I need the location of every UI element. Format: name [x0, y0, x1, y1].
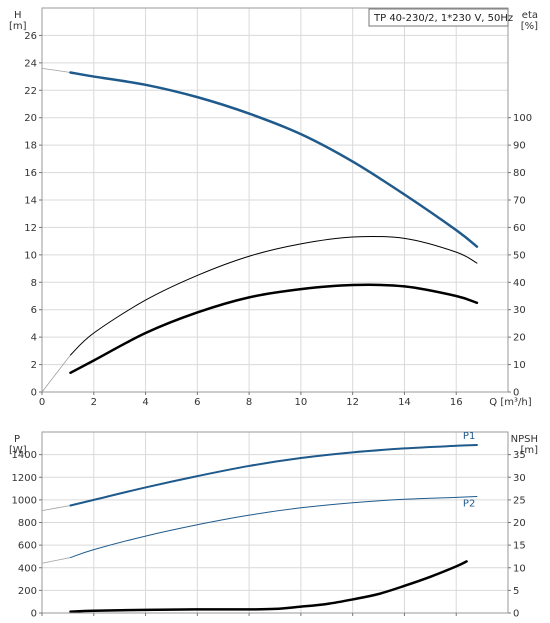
y-left-tick-label: 16: [24, 168, 37, 179]
y-left-tick-label: 26: [24, 31, 37, 42]
y-right-tick-label: 0: [513, 388, 519, 399]
y-right-tick-label: 40: [513, 278, 526, 289]
y-right-tick-label: 50: [513, 250, 526, 261]
y-left-tick-label: 1400: [12, 450, 37, 461]
y-left-tick-label: 20: [24, 113, 37, 124]
y-right-axis-label: NPSH: [511, 434, 538, 445]
frame-layer: [39, 7, 511, 616]
x-tick-label: 4: [142, 397, 148, 408]
y-right-tick-label: 70: [513, 196, 526, 207]
series-extrapolation-line: [41, 505, 71, 512]
y-right-tick-label: 90: [513, 141, 526, 152]
y-right-tick-label: 0: [513, 609, 519, 620]
series-line-p1: [69, 444, 478, 507]
series-label-p1: P1: [463, 431, 475, 442]
x-tick-label: 14: [398, 397, 411, 408]
x-tick-label: 10: [295, 397, 308, 408]
y-right-tick-label: 20: [513, 333, 526, 344]
series-line-1-2: [69, 560, 468, 613]
title-box: [368, 8, 509, 27]
y-left-tick-label: 800: [18, 518, 37, 529]
x-tick-label: 0: [39, 397, 45, 408]
y-left-tick-label: 200: [18, 586, 37, 597]
y-right-axis-unit: [%]: [521, 21, 538, 32]
y-left-tick-label: 22: [24, 86, 37, 97]
y-left-axis-unit: [m]: [9, 21, 27, 32]
y-right-tick-label: 100: [513, 113, 532, 124]
series-line-p2: [69, 495, 478, 559]
y-left-tick-label: 6: [31, 305, 37, 316]
y-right-tick-label: 60: [513, 223, 526, 234]
x-tick-label: 2: [91, 397, 97, 408]
y-right-tick-label: 20: [513, 518, 526, 529]
series-line-0-2: [69, 283, 479, 375]
y-left-tick-label: 400: [18, 563, 37, 574]
y-left-tick-label: 24: [24, 58, 37, 69]
y-right-tick-label: 15: [513, 541, 526, 552]
text-layer: 0246810121416182022242601020304050607080…: [9, 10, 538, 620]
y-right-tick-label: 10: [513, 360, 526, 371]
y-left-tick-label: 18: [24, 141, 37, 152]
y-left-tick-label: 4: [31, 333, 37, 344]
x-tick-label: 12: [346, 397, 359, 408]
y-right-tick-label: 25: [513, 495, 526, 506]
x-tick-label: 8: [246, 397, 252, 408]
y-left-axis-label: H: [14, 10, 22, 21]
y-left-tick-label: 0: [31, 388, 37, 399]
y-left-tick-label: 1200: [12, 473, 37, 484]
y-right-axis-unit: [m]: [520, 445, 538, 456]
x-tick-label: 16: [450, 397, 463, 408]
y-right-tick-label: 10: [513, 563, 526, 574]
series-label-p2: P2: [463, 498, 475, 509]
y-right-tick-label: 5: [513, 586, 519, 597]
y-left-tick-label: 10: [24, 250, 37, 261]
y-left-axis-unit: [W]: [9, 445, 27, 456]
y-left-axis-label: P: [14, 434, 20, 445]
y-left-tick-label: 0: [31, 609, 37, 620]
y-right-tick-label: 30: [513, 473, 526, 484]
y-right-axis-label: eta: [522, 10, 538, 21]
series-line-0-0: [69, 71, 479, 248]
y-left-tick-label: 2: [31, 360, 37, 371]
series-line-0-1: [69, 235, 478, 356]
grid-layer: [42, 8, 508, 613]
y-left-tick-label: 12: [24, 223, 37, 234]
y-right-tick-label: 35: [513, 450, 526, 461]
chart-title: TP 40-230/2, 1*230 V, 50Hz: [373, 13, 513, 24]
y-right-tick-label: 30: [513, 305, 526, 316]
y-left-tick-label: 14: [24, 196, 37, 207]
y-left-tick-label: 8: [31, 278, 37, 289]
series-extrapolation-line: [41, 557, 71, 564]
series-layer: [41, 67, 479, 613]
y-left-tick-label: 1000: [12, 495, 37, 506]
series-extrapolation-line: [41, 354, 71, 393]
y-right-tick-label: 80: [513, 168, 526, 179]
y-left-tick-label: 600: [18, 541, 37, 552]
x-axis-label: Q [m³/h]: [489, 397, 531, 408]
series-extrapolation-line: [41, 67, 71, 73]
x-tick-label: 6: [194, 397, 200, 408]
